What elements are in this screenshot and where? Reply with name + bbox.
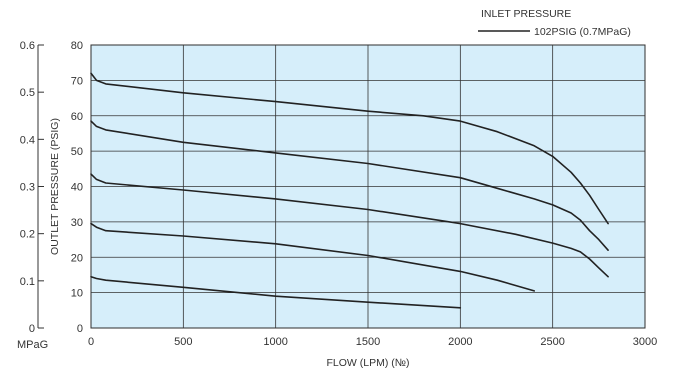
- series-line-3: [90, 173, 609, 278]
- series-lines: [90, 72, 609, 309]
- y-axis-title: OUTLET PRESSURE (PSIG): [49, 118, 61, 255]
- legend: INLET PRESSURE 102PSIG (0.7MPaG): [478, 8, 631, 38]
- x-tick-labels: 0 500 1000 1500 2000 2500 3000: [88, 336, 657, 348]
- series-line-1: [90, 72, 609, 225]
- x-tick-label: 2500: [540, 336, 564, 348]
- y-tick-label: 10: [71, 288, 83, 300]
- series-line-5: [90, 275, 462, 309]
- secondary-tick-label: 0.1: [20, 276, 35, 288]
- x-tick-label: 500: [174, 336, 192, 348]
- secondary-axis-unit: MPaG: [17, 339, 48, 351]
- legend-title: INLET PRESSURE: [481, 8, 571, 20]
- x-tick-label: 2000: [448, 336, 472, 348]
- legend-entry: 102PSIG (0.7MPaG): [534, 26, 631, 38]
- secondary-tick-label: 0: [29, 323, 35, 335]
- y-tick-label: 0: [77, 323, 83, 335]
- secondary-tick-label: 0.2: [20, 229, 35, 241]
- y-tick-label: 80: [71, 40, 83, 52]
- secondary-tick-label: 0.3: [20, 182, 35, 194]
- y-tick-label: 20: [71, 252, 83, 264]
- x-tick-label: 1000: [263, 336, 287, 348]
- y-tick-label: 50: [71, 146, 83, 158]
- secondary-tick-label: 0.4: [20, 134, 35, 146]
- series-line-4: [90, 222, 535, 292]
- y-tick-label: 70: [71, 75, 83, 87]
- y-tick-label: 40: [71, 182, 83, 194]
- y-tick-labels: 0 10 20 30 40 50 60 70 80: [71, 40, 83, 335]
- grid-lines: [90, 44, 646, 329]
- x-tick-label: 1500: [356, 336, 380, 348]
- x-tick-label: 0: [88, 336, 94, 348]
- series-line-2: [90, 120, 609, 251]
- y-tick-label: 30: [71, 217, 83, 229]
- y-tick-label: 60: [71, 111, 83, 123]
- secondary-tick-label: 0.6: [20, 40, 35, 52]
- x-tick-label: 3000: [633, 336, 657, 348]
- x-axis-title: FLOW (LPM) (№): [326, 357, 409, 369]
- secondary-tick-label: 0.5: [20, 87, 35, 99]
- secondary-axis: 0 0.1 0.2 0.3 0.4 0.5 0.6: [20, 40, 44, 335]
